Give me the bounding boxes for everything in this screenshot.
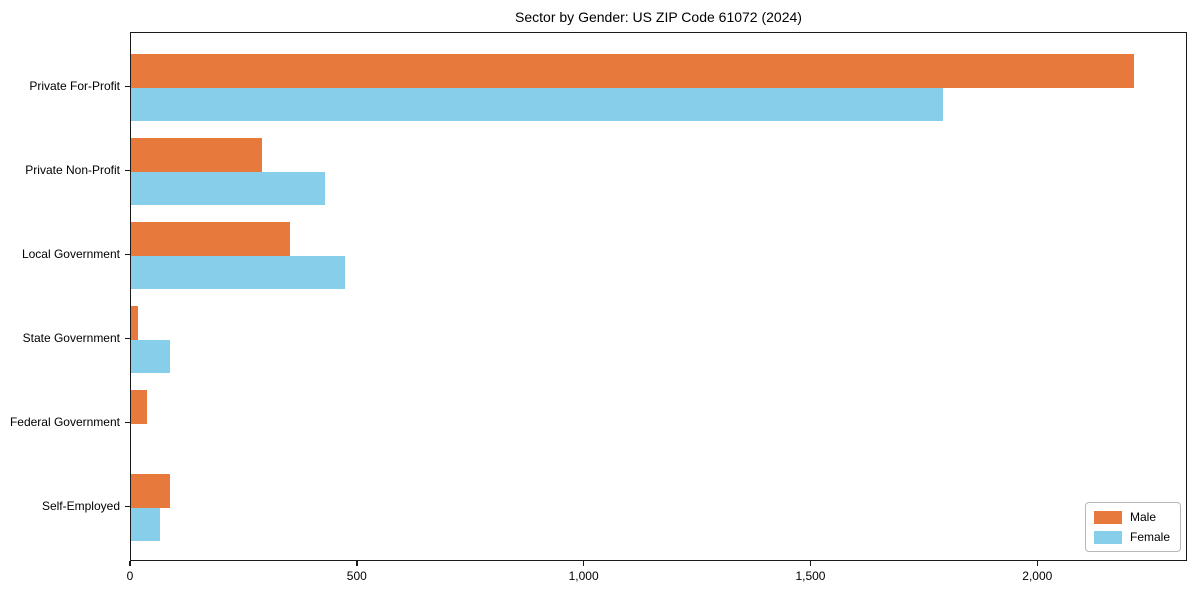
y-axis-label-private-for-profit: Private For-Profit: [29, 78, 120, 93]
female-bar-local-government: [131, 255, 346, 289]
y-axis-tick: [125, 421, 130, 424]
y-axis-label-state-government: State Government: [22, 330, 120, 345]
x-axis-tick-label: 1,000: [568, 569, 599, 583]
female-color-swatch: [1093, 530, 1122, 544]
y-axis-tick: [125, 337, 130, 340]
y-axis-label-private-non-profit: Private Non-Profit: [25, 162, 120, 177]
x-axis-tick-label: 1,500: [795, 569, 826, 583]
legend-label-male: Male: [1129, 510, 1156, 524]
legend-item-female: Female: [1093, 530, 1170, 544]
plot-area: Male Female: [130, 32, 1187, 561]
male-bar-local-government: [131, 222, 291, 256]
female-bar-private-for-profit: [131, 87, 943, 121]
y-axis-tick: [125, 505, 130, 508]
male-bar-private-non-profit: [131, 138, 263, 172]
male-bar-state-government: [131, 306, 138, 340]
y-axis-label-local-government: Local Government: [21, 246, 120, 261]
legend-item-male: Male: [1093, 510, 1170, 524]
y-axis-tick: [125, 169, 130, 172]
female-bar-state-government: [131, 339, 171, 373]
male-bar-private-for-profit: [131, 54, 1134, 88]
y-axis-tick: [125, 85, 130, 88]
x-axis-tick: [1036, 561, 1039, 566]
female-bar-self-employed: [131, 507, 161, 541]
female-bar-private-non-profit: [131, 171, 325, 205]
legend-label-female: Female: [1129, 530, 1170, 544]
legend: Male Female: [1084, 502, 1181, 552]
chart-title: Sector by Gender: US ZIP Code 61072 (202…: [515, 9, 802, 25]
x-axis-tick-label: 2,000: [1022, 569, 1053, 583]
x-axis-tick: [129, 561, 131, 566]
x-axis-tick: [582, 561, 585, 566]
y-axis-label-self-employed: Self-Employed: [41, 498, 120, 513]
x-axis-tick: [356, 561, 358, 566]
male-color-swatch: [1093, 510, 1122, 524]
x-axis-tick-label: 0: [126, 569, 134, 583]
y-axis-tick: [125, 253, 130, 256]
male-bar-self-employed: [131, 474, 171, 508]
y-axis-label-federal-government: Federal Government: [9, 414, 120, 429]
x-axis-tick-label: 500: [346, 569, 367, 583]
male-bar-federal-government: [131, 390, 147, 424]
x-axis-tick: [809, 561, 812, 566]
